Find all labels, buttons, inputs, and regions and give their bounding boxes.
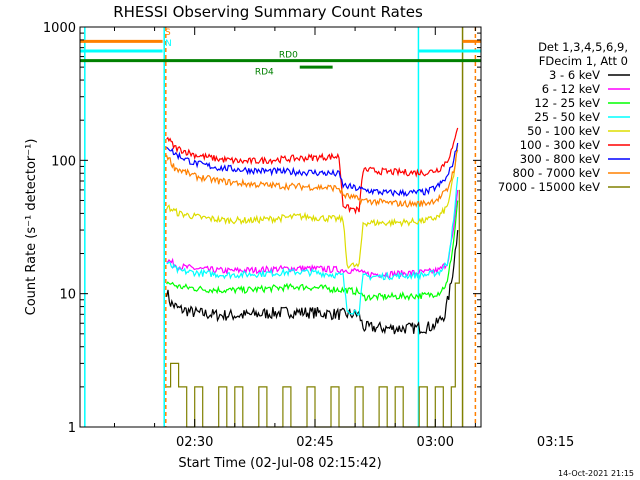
state-bars xyxy=(80,39,481,69)
legend-label: 6 - 12 keV xyxy=(542,82,600,96)
legend-label: 300 - 800 keV xyxy=(520,152,600,166)
annotation-rd4: RD4 xyxy=(255,68,274,78)
plot-frame xyxy=(79,26,482,428)
footer-timestamp: 14-Oct-2021 21:15 xyxy=(558,469,634,478)
x-tick-label: 03:15 xyxy=(537,435,574,450)
y-axis-label: Count Rate (s⁻¹ detector⁻¹) xyxy=(24,139,39,316)
series-line-25-50-kev xyxy=(166,176,459,316)
series-line-50-100-kev xyxy=(166,145,459,269)
legend-header-0: Det 1,3,4,5,6,9, xyxy=(538,40,628,54)
legend-label: 3 - 6 keV xyxy=(549,68,600,82)
y-tick-label: 1 xyxy=(68,421,76,436)
series-layer xyxy=(166,127,460,428)
x-tick-label: 03:00 xyxy=(417,435,454,450)
legend-label: 25 - 50 keV xyxy=(534,110,600,124)
annotation-n: N xyxy=(165,39,172,49)
y-tick-label: 10 xyxy=(59,288,76,303)
x-axis-label: Start Time (02-Jul-08 02:15:42) xyxy=(178,456,381,471)
vertical-markers xyxy=(84,27,477,427)
series-line-6-12-kev xyxy=(166,189,459,279)
series-line-300-800-kev xyxy=(166,142,459,198)
y-axis-ticks: 1 10 100 1000 xyxy=(43,21,481,436)
x-tick-label: 02:45 xyxy=(296,435,333,450)
x-tick-label: 02:30 xyxy=(176,435,213,450)
annotation-s: S xyxy=(165,28,171,38)
legend: Det 1,3,4,5,6,9,FDecim 1, Att 03 - 6 keV… xyxy=(498,40,630,194)
series-line-3-6-kev xyxy=(166,230,459,335)
legend-label: 12 - 25 keV xyxy=(534,96,600,110)
y-tick-label: 1000 xyxy=(43,21,76,36)
legend-label: 50 - 100 keV xyxy=(527,124,600,138)
series-line-800-7000-kev xyxy=(166,149,459,208)
series-line-12-25-kev xyxy=(166,200,459,302)
annotation-rd0: RD0 xyxy=(279,51,298,61)
legend-label: 800 - 7000 keV xyxy=(512,166,600,180)
series-line-100-300-kev xyxy=(166,127,459,215)
chart-title: RHESSI Observing Summary Count Rates xyxy=(113,3,423,21)
y-tick-label: 100 xyxy=(51,154,76,169)
legend-label: 7000 - 15000 keV xyxy=(498,180,600,194)
legend-header-1: FDecim 1, Att 0 xyxy=(539,54,628,68)
legend-label: 100 - 300 keV xyxy=(520,138,600,152)
state-annotations: SN RD0 RD4 xyxy=(165,28,298,77)
